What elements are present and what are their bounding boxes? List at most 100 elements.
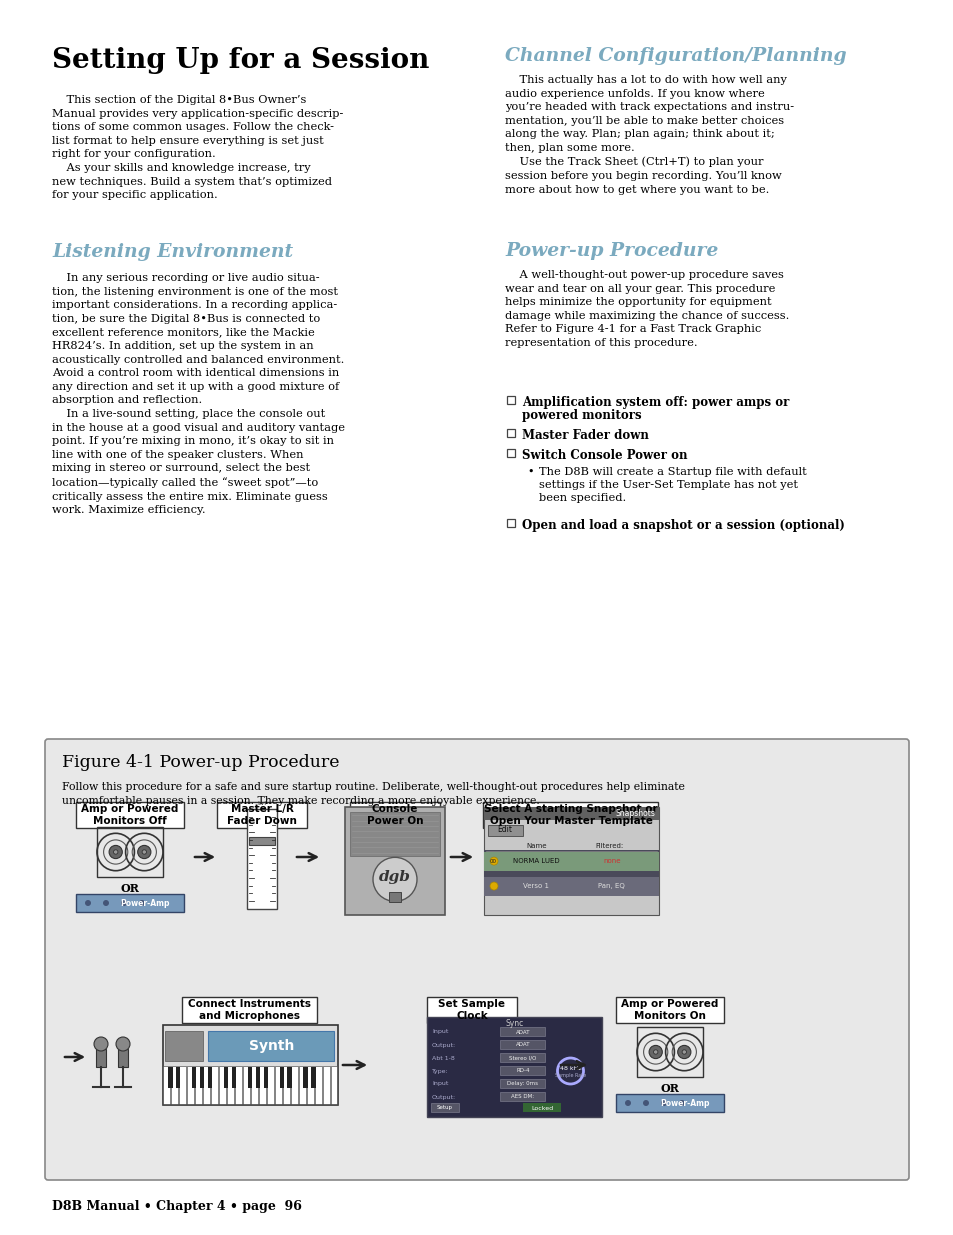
Text: Power-Amp: Power-Amp xyxy=(659,1098,709,1108)
Bar xyxy=(76,802,184,827)
Circle shape xyxy=(94,1037,108,1051)
Text: Input: Input xyxy=(432,1030,448,1035)
Bar xyxy=(219,1066,226,1104)
Bar xyxy=(287,1067,292,1088)
Bar xyxy=(216,802,307,827)
Text: Sync: Sync xyxy=(505,1020,523,1029)
Bar xyxy=(427,1016,601,1116)
Text: Snapshots: Snapshots xyxy=(615,809,655,818)
Text: Console
Power On: Console Power On xyxy=(366,804,423,826)
Bar xyxy=(209,1030,335,1061)
Circle shape xyxy=(137,846,151,858)
Bar xyxy=(176,1067,180,1088)
Bar xyxy=(97,827,163,877)
Circle shape xyxy=(103,900,109,906)
Bar xyxy=(243,1066,250,1104)
Text: ADAT: ADAT xyxy=(516,1042,530,1047)
Text: Open and load a snapshot or a session (optional): Open and load a snapshot or a session (o… xyxy=(521,519,844,532)
Text: 00: 00 xyxy=(490,858,497,863)
Text: uncomfortable pauses in a session. They make recording a more enjoyable experien: uncomfortable pauses in a session. They … xyxy=(62,797,539,806)
Circle shape xyxy=(85,900,91,906)
Text: Power-up Procedure: Power-up Procedure xyxy=(504,242,718,261)
Bar xyxy=(251,1066,257,1104)
Text: Type:: Type: xyxy=(432,1068,448,1073)
Text: none: none xyxy=(602,858,619,864)
Text: RD-4: RD-4 xyxy=(516,1068,529,1073)
Bar xyxy=(500,1040,545,1049)
Text: AES DM:: AES DM: xyxy=(511,1094,534,1099)
Bar xyxy=(616,997,723,1023)
Circle shape xyxy=(139,900,145,906)
Text: Amp or Powered
Monitors Off: Amp or Powered Monitors Off xyxy=(81,804,178,826)
Bar xyxy=(163,1025,337,1105)
Bar xyxy=(637,1028,702,1077)
Bar xyxy=(76,894,184,911)
Bar xyxy=(350,802,439,827)
Bar xyxy=(522,1103,560,1112)
Bar xyxy=(506,429,515,437)
Text: Set Sample
Clock: Set Sample Clock xyxy=(438,999,505,1021)
Circle shape xyxy=(121,900,127,906)
Circle shape xyxy=(648,1045,661,1058)
Bar xyxy=(306,1066,314,1104)
Text: Amp or Powered
Monitors On: Amp or Powered Monitors On xyxy=(620,999,718,1021)
Bar xyxy=(249,837,274,845)
Bar xyxy=(483,802,658,827)
Bar xyxy=(500,1079,545,1088)
Bar xyxy=(211,1066,218,1104)
Text: Power-Amp: Power-Amp xyxy=(120,899,170,908)
Text: Input: Input xyxy=(432,1082,448,1087)
Bar xyxy=(232,1067,236,1088)
Circle shape xyxy=(681,1050,686,1055)
Bar xyxy=(506,450,515,457)
Text: Delay: 0ms: Delay: 0ms xyxy=(507,1082,537,1087)
Bar xyxy=(165,1030,203,1061)
Text: D8B Manual • Chapter 4 • page  96: D8B Manual • Chapter 4 • page 96 xyxy=(52,1200,301,1213)
Bar xyxy=(350,813,439,856)
Bar xyxy=(483,806,659,915)
Bar xyxy=(488,825,522,836)
Text: Master L/R
Fader Down: Master L/R Fader Down xyxy=(227,804,296,826)
Bar xyxy=(274,1066,281,1104)
Text: Filtered:: Filtered: xyxy=(596,844,623,848)
Text: Stereo I/O: Stereo I/O xyxy=(509,1056,537,1061)
Bar xyxy=(168,1067,172,1088)
Text: Amplification system off: power amps or: Amplification system off: power amps or xyxy=(521,396,788,409)
Bar xyxy=(500,1092,545,1100)
Text: Channel Configuration/Planning: Channel Configuration/Planning xyxy=(504,47,845,65)
Text: NORMA LUED: NORMA LUED xyxy=(513,858,559,864)
Bar xyxy=(506,396,515,404)
Bar xyxy=(208,1067,213,1088)
Text: Setting Up for a Session: Setting Up for a Session xyxy=(52,47,429,74)
Bar xyxy=(248,1067,252,1088)
Bar xyxy=(616,1094,723,1112)
Text: Select A starting Snapshot or
Open Your Master Template: Select A starting Snapshot or Open Your … xyxy=(484,804,658,826)
Circle shape xyxy=(642,1100,648,1107)
Text: Listening Environment: Listening Environment xyxy=(52,243,293,261)
Text: This actually has a lot to do with how well any
audio experience unfolds. If you: This actually has a lot to do with how w… xyxy=(504,75,793,195)
Circle shape xyxy=(624,1100,630,1107)
Bar xyxy=(224,1067,228,1088)
Text: dgb: dgb xyxy=(378,871,411,884)
Bar xyxy=(314,1066,321,1104)
Bar xyxy=(500,1053,545,1062)
Circle shape xyxy=(116,1037,130,1051)
Text: 48 kHz: 48 kHz xyxy=(559,1067,580,1072)
Text: Output:: Output: xyxy=(432,1042,456,1047)
Bar xyxy=(345,806,444,915)
Text: OR: OR xyxy=(659,1083,679,1094)
Bar xyxy=(179,1066,186,1104)
Text: Setup: Setup xyxy=(436,1105,453,1110)
Text: Switch Console Power on: Switch Console Power on xyxy=(521,450,687,462)
Bar xyxy=(200,1067,204,1088)
Circle shape xyxy=(113,850,118,855)
Text: ADAT: ADAT xyxy=(516,1030,530,1035)
Bar xyxy=(96,1049,106,1067)
Circle shape xyxy=(142,850,147,855)
Bar xyxy=(483,877,659,895)
Circle shape xyxy=(490,857,497,864)
Text: Edit: Edit xyxy=(497,825,512,835)
FancyBboxPatch shape xyxy=(45,739,908,1179)
Bar xyxy=(163,1066,171,1104)
Bar xyxy=(506,519,515,527)
